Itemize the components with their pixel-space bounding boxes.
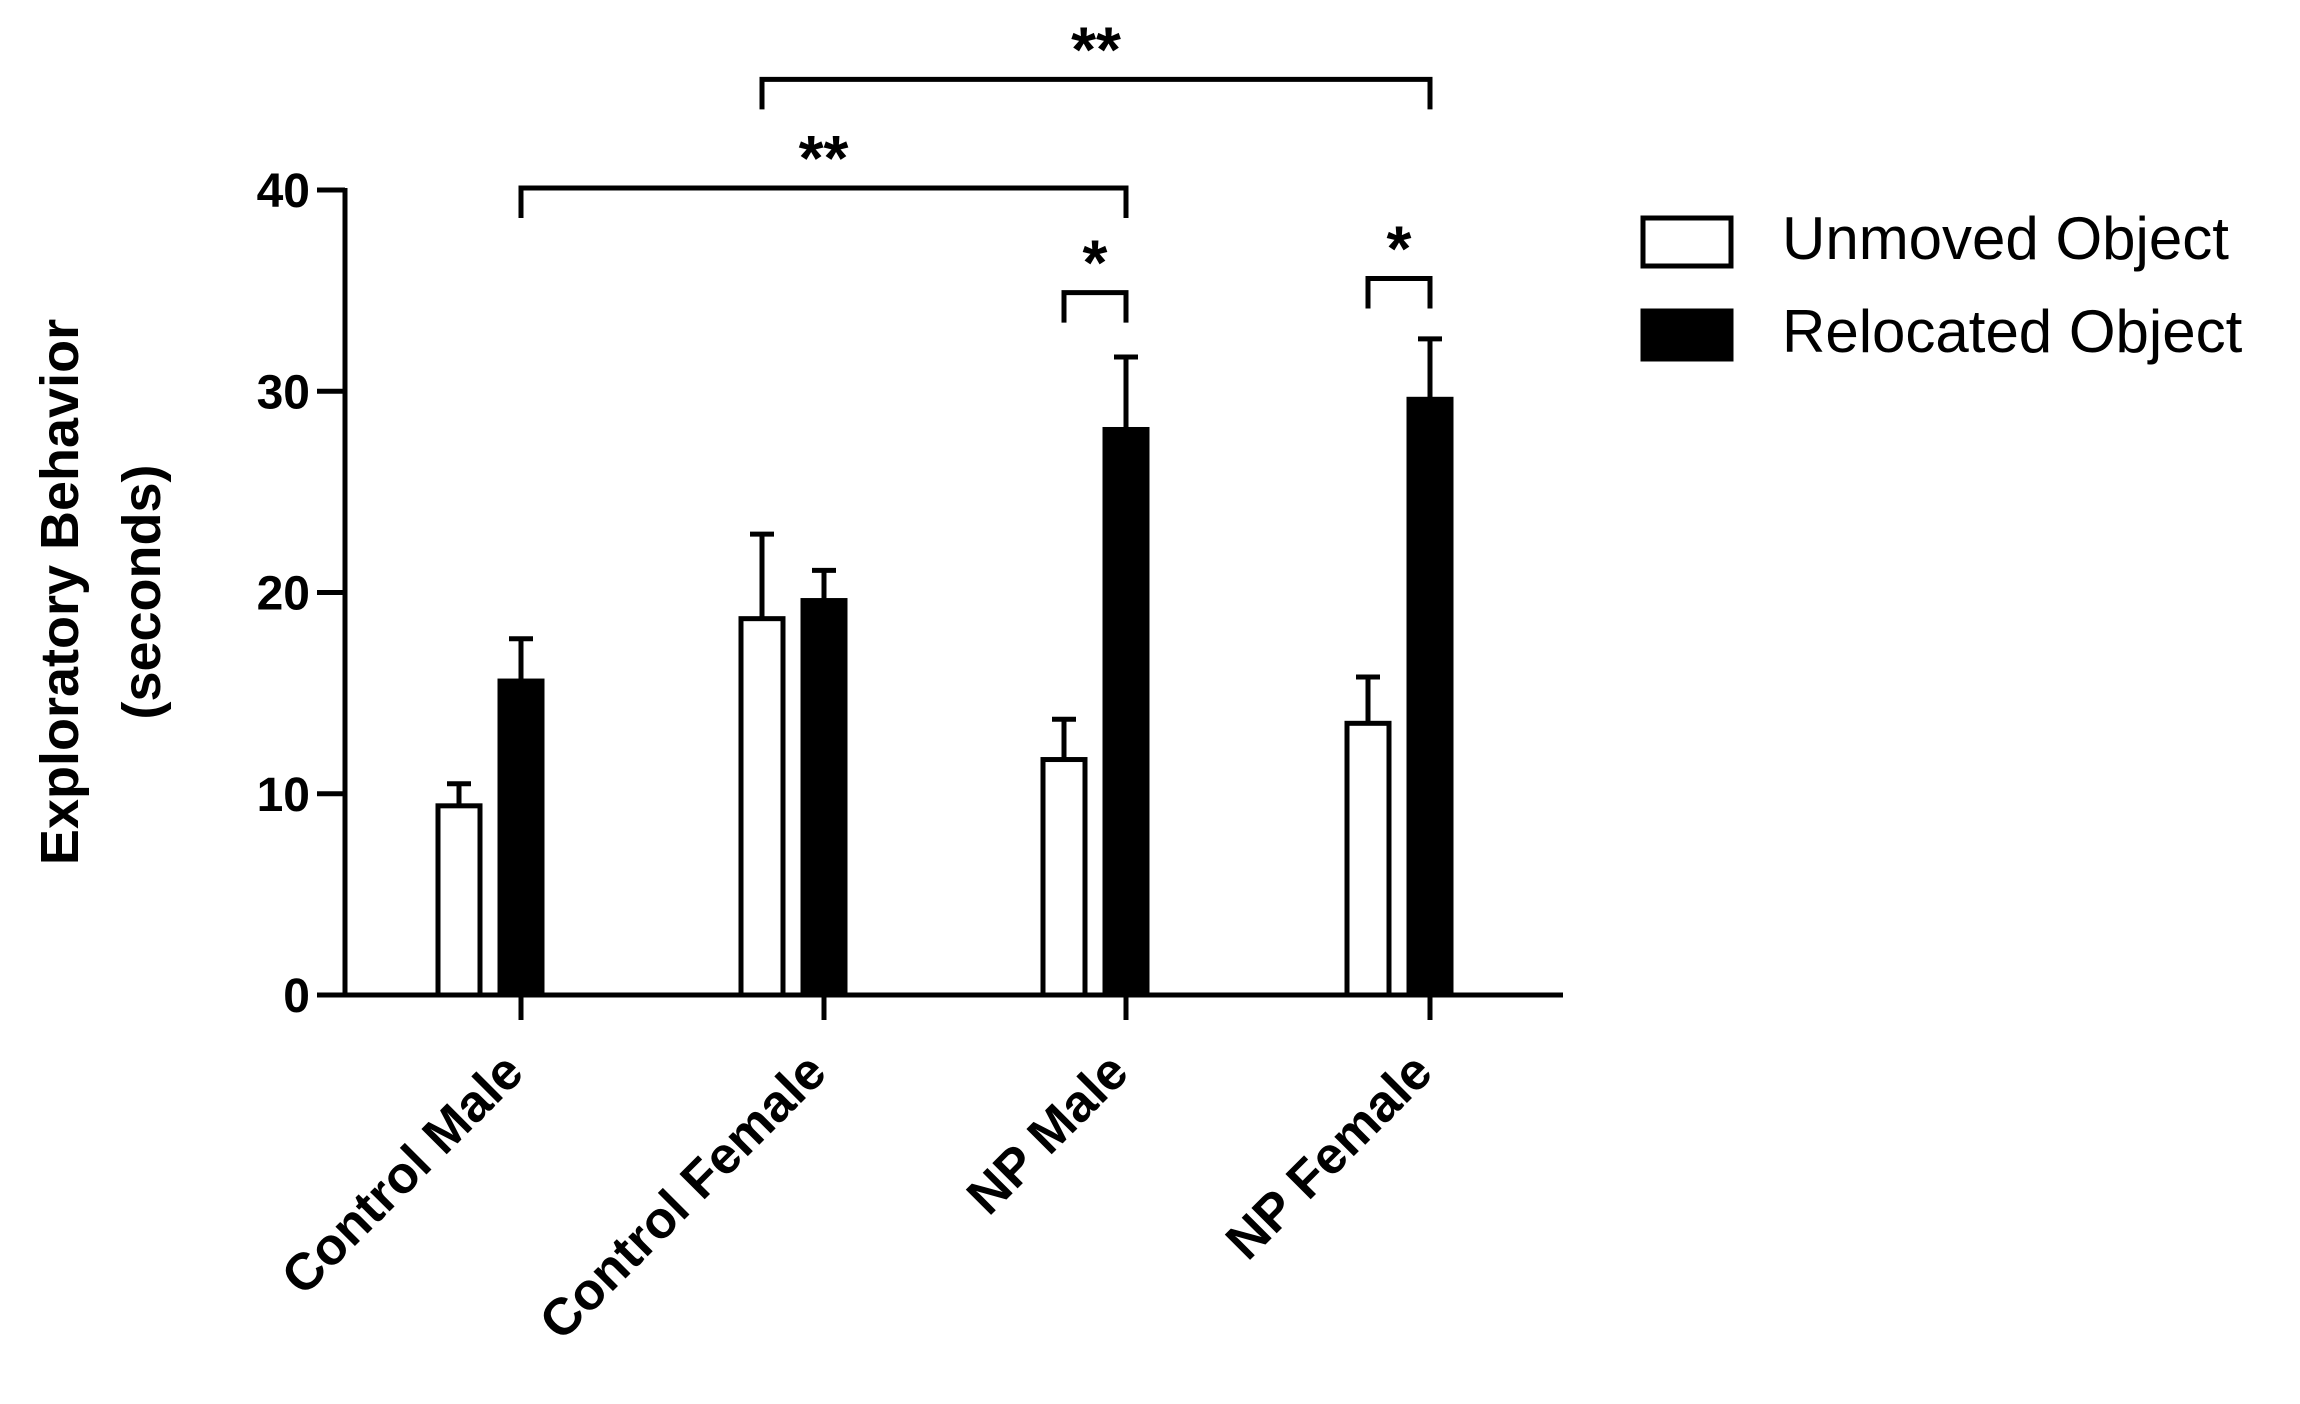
axes: Exploratory Behavior (seconds) 0 10 20 30 40…: [30, 165, 1563, 1351]
legend-swatch-1: [1640, 308, 1734, 362]
y-tick-label-0: 0: [283, 970, 310, 1023]
significance-bracket-0: [1061, 290, 1129, 323]
significance-label-0: *: [1083, 227, 1108, 299]
significance-label-3: **: [1071, 13, 1121, 85]
bar-unmoved-1: [738, 616, 786, 998]
y-tick-label-4: 40: [257, 165, 310, 218]
bar-unmoved-0: [435, 803, 483, 998]
bar-unmoved-2: [1040, 757, 1088, 998]
y-tick-label-2: 20: [257, 568, 310, 621]
significance-bracket-1: [1365, 276, 1433, 309]
significance-annotations: * *****: [518, 13, 1433, 323]
legend-label-1: Relocated Object: [1782, 298, 2243, 365]
legend: Unmoved Object Relocated Object: [1640, 205, 2243, 365]
y-tick-label-3: 30: [257, 366, 310, 419]
legend-label-0: Unmoved Object: [1782, 205, 2229, 272]
bar-relocated-3: [1406, 396, 1454, 998]
y-axis-label-line2: (seconds): [112, 464, 172, 719]
bar-relocated-0: [497, 678, 545, 998]
x-tick-label-3: NP Female: [1215, 1042, 1443, 1270]
bar-relocated-1: [800, 598, 848, 998]
significance-bracket-3: [759, 76, 1433, 110]
y-axis-label-line1: Exploratory Behavior: [30, 319, 90, 865]
bar-relocated-2: [1102, 426, 1150, 998]
significance-label-1: *: [1387, 213, 1412, 285]
y-tick-label-1: 10: [257, 769, 310, 822]
significance-label-2: **: [799, 122, 849, 194]
plot-area: [435, 336, 1454, 998]
legend-swatch-0: [1640, 215, 1734, 269]
bar-unmoved-3: [1344, 720, 1392, 998]
x-tick-label-0: Control Male: [271, 1042, 535, 1306]
significance-bracket-2: [518, 185, 1129, 218]
x-tick-label-1: Control Female: [529, 1042, 838, 1351]
x-tick-label-2: NP Male: [956, 1042, 1139, 1225]
